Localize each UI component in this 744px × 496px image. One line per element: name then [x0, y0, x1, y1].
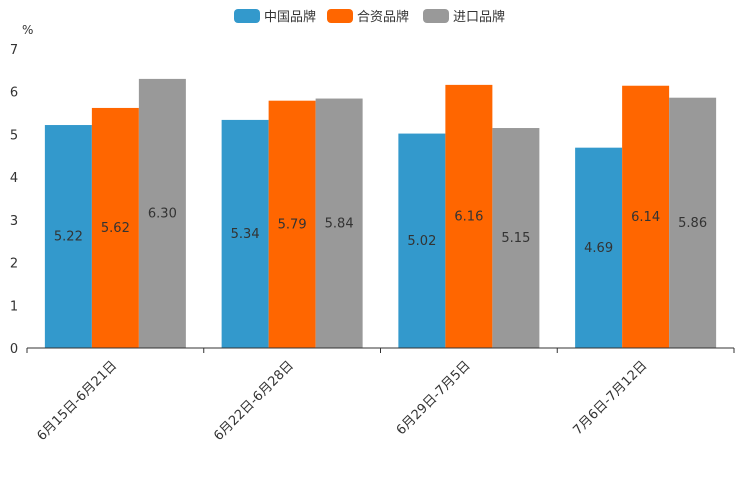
x-tick-label: 6月29日-7月5日	[394, 358, 474, 438]
legend-item: 中国品牌	[234, 9, 316, 25]
legend-item: 进口品牌	[423, 9, 505, 25]
bar-value-label: 5.86	[678, 216, 707, 231]
legend-label: 进口品牌	[453, 9, 505, 25]
y-tick-label: 2	[10, 257, 18, 272]
bar	[138, 78, 186, 349]
bar	[622, 85, 670, 348]
x-axis: 6月15日-6月21日 6月22日-6月28日 6月29日-7月5日 7月6日-7月1…	[26, 347, 735, 444]
legend-swatch	[327, 9, 353, 23]
bar-value-label: 5.22	[54, 230, 83, 245]
y-tick-label: 5	[10, 128, 18, 143]
bar	[445, 84, 493, 348]
y-tick-label: 7	[10, 43, 18, 58]
bar	[315, 98, 363, 348]
bar	[221, 119, 269, 348]
bars-group: 5.22 5.62 6.30 5.34 5.79 5.84 5.02 6.16 5.15 4.69…	[44, 78, 717, 349]
bar-value-label: 6.16	[454, 209, 483, 224]
bar	[492, 128, 540, 348]
bar-value-label: 4.69	[584, 241, 613, 256]
bar	[91, 107, 139, 349]
y-tick-label: 1	[10, 299, 18, 314]
y-tick-label: 0	[10, 342, 18, 357]
x-tick-label: 6月15日-6月21日	[34, 358, 120, 444]
bar-value-label: 5.02	[407, 234, 436, 249]
bar-value-label: 5.34	[231, 227, 260, 242]
y-tick-label: 4	[10, 171, 18, 186]
x-tick-label: 7月6日-7月12日	[571, 358, 651, 438]
legend-swatch	[234, 9, 260, 23]
y-axis-unit-label: %	[22, 23, 33, 37]
bar	[44, 125, 92, 348]
y-tick-label: 3	[10, 214, 18, 229]
bar-value-label: 6.30	[148, 206, 177, 221]
bar-value-label: 5.15	[501, 231, 530, 246]
legend-swatch	[423, 9, 449, 23]
bar	[575, 147, 623, 348]
legend-item: 合资品牌	[327, 9, 409, 25]
bar-value-label: 5.84	[325, 216, 354, 231]
legend: 中国品牌 合资品牌 进口品牌	[234, 9, 505, 25]
bar-value-label: 5.62	[101, 221, 130, 236]
x-tick-label: 6月22日-6月28日	[211, 358, 297, 444]
y-axis: 0 1 2 3 4 5 6 7	[10, 43, 18, 357]
legend-label: 中国品牌	[264, 9, 316, 25]
bar-value-label: 5.79	[278, 217, 307, 232]
bar-value-label: 6.14	[631, 210, 660, 225]
legend-label: 合资品牌	[357, 9, 409, 25]
bar	[398, 133, 446, 348]
bar	[669, 97, 717, 349]
y-tick-label: 6	[10, 86, 18, 101]
bar	[268, 100, 316, 348]
